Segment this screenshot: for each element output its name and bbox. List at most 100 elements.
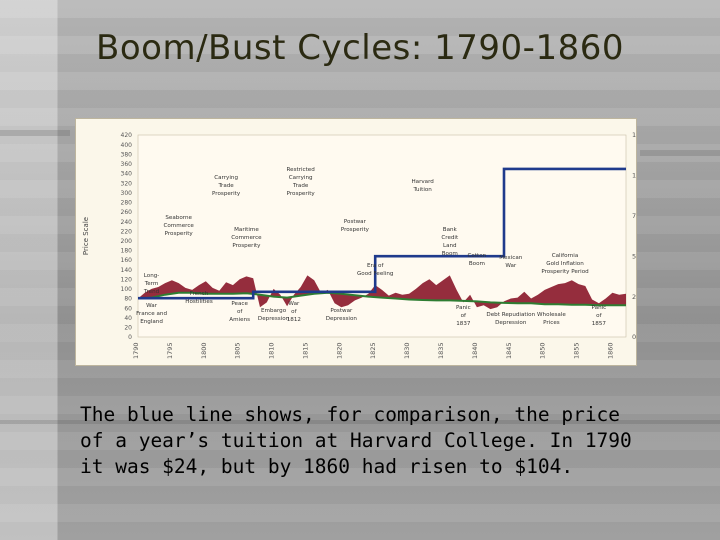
annotation-upper: Harvard	[411, 179, 434, 185]
annotation-lower: Amiens	[229, 317, 250, 323]
annotation-upper: Maritime	[234, 227, 259, 233]
annotation-lower: of	[461, 313, 467, 319]
y-tick-left: 80	[124, 296, 132, 303]
annotation-upper: Prosperity Period	[541, 269, 589, 275]
annotation-upper: Tuition	[412, 187, 432, 193]
annotation-upper: Credit	[441, 235, 459, 241]
harvard-tuition-line	[138, 167, 626, 300]
annotation-lower: Prices	[543, 320, 560, 326]
annotation-upper: Carrying	[289, 175, 313, 181]
x-tick: 1840	[471, 342, 479, 359]
annotation-lower: Hostilities	[185, 299, 213, 305]
annotation-upper: Carrying	[214, 175, 238, 181]
annotation-lower: War	[146, 303, 158, 309]
y-tick-left: 120	[121, 276, 133, 283]
annotation-upper: Prosperity	[232, 243, 261, 249]
chart-panel: Price Scale 0 20 40 60 80 100 120 140 160 180 200 22…	[75, 118, 637, 366]
annotation-upper: Prosperity	[212, 191, 241, 197]
y-tick-left: 320	[121, 180, 133, 187]
y-tick-right: 75	[632, 212, 636, 220]
annotation-upper: Commerce	[163, 223, 194, 229]
annotation-lower: Embargo	[261, 308, 287, 314]
y-tick-left: 420	[121, 132, 133, 139]
y-tick-left: 360	[121, 161, 133, 168]
annotation-upper: Prosperity	[287, 191, 316, 197]
annotation-upper: Term	[144, 281, 159, 287]
y-tick-left: 400	[121, 142, 133, 149]
annotation-upper: Cotton	[468, 253, 487, 259]
x-tick: 1795	[166, 342, 174, 359]
annotation-lower: Depression	[258, 316, 290, 322]
x-tick: 1855	[573, 342, 581, 359]
y-tick-left: 180	[121, 248, 133, 255]
y-tick-left: 260	[121, 209, 133, 216]
y-tick-left: 380	[121, 151, 133, 158]
plot-area	[137, 134, 627, 338]
annotation-lower: France and	[136, 311, 167, 317]
x-tick: 1800	[200, 342, 208, 359]
y-tick-right: 25	[632, 293, 636, 301]
y-tick-right: 50	[632, 252, 636, 260]
caption-line-3: it was $24, but by 1860 had risen to $10…	[80, 455, 574, 478]
annotation-upper: Gold Inflation	[546, 261, 584, 267]
y-tick-left: 20	[124, 325, 132, 332]
x-tick: 1830	[403, 342, 411, 359]
x-tick: 1850	[539, 342, 547, 359]
annotation-lower: Depression	[495, 320, 527, 326]
y-tick-right: 125	[632, 131, 636, 139]
annotation-upper: Boom	[469, 261, 485, 267]
y-tick-left: 140	[121, 267, 133, 274]
annotation-upper: Era of	[367, 263, 384, 269]
annotation-upper: Long-	[144, 273, 160, 279]
y-tick-left: 240	[121, 219, 133, 226]
annotation-lower: Peace	[231, 301, 248, 307]
annotation-lower: Wholesale	[537, 312, 566, 318]
x-tick: 1820	[335, 342, 343, 359]
x-tick: 1815	[301, 342, 309, 359]
y-axis-label: Price Scale	[82, 217, 90, 255]
prosperity-depression-area	[138, 275, 626, 310]
y-tick-left: 340	[121, 171, 133, 178]
y-tick-left: 100	[121, 286, 133, 293]
y-tick-right: 0	[632, 333, 636, 341]
annotation-lower: Panic	[592, 305, 607, 311]
annotation-lower: of	[237, 309, 243, 315]
background-beam	[0, 420, 720, 424]
annotation-upper: Land	[443, 243, 457, 249]
annotation-lower: Debt Repudiation	[486, 312, 535, 318]
annotation-upper: Trade	[217, 183, 234, 189]
y-tick-left: 160	[121, 257, 133, 264]
annotation-lower: Panic	[456, 305, 471, 311]
y-tick-right: 100	[632, 172, 636, 180]
annotation-upper: Mexican	[499, 255, 523, 261]
annotation-upper: Trend	[143, 289, 160, 295]
y-tick-left: 280	[121, 200, 133, 207]
annotation-upper: Bank	[443, 227, 458, 233]
x-tick: 1810	[268, 342, 276, 359]
y-tick-left: 40	[124, 315, 132, 322]
caption-line-2: of a year’s tuition at Harvard College. …	[80, 429, 632, 452]
x-tick: 1835	[437, 342, 445, 359]
annotation-upper: Commerce	[231, 235, 262, 241]
x-tick: 1825	[369, 342, 377, 359]
annotation-lower: 1857	[592, 321, 607, 327]
annotation-upper: Trade	[292, 183, 309, 189]
y-tick-left: 200	[121, 238, 133, 245]
x-tick: 1860	[606, 342, 614, 359]
annotation-lower: 1812	[287, 317, 301, 323]
annotation-lower: of	[596, 313, 602, 319]
annotation-lower: Postwar	[330, 308, 353, 314]
annotation-lower: England	[140, 319, 163, 325]
y-tick-left: 0	[128, 334, 132, 341]
background-beam	[640, 150, 720, 156]
x-tick: 1805	[234, 342, 242, 359]
annotation-upper: Restricted	[287, 167, 316, 173]
annotation-upper: Good Feeling	[357, 271, 394, 277]
y-tick-left: 60	[124, 305, 132, 312]
slide-title: Boom/Bust Cycles: 1790-1860	[96, 28, 624, 68]
background-beam	[0, 130, 70, 136]
annotation-lower: Depression	[326, 316, 358, 322]
y-tick-left: 220	[121, 228, 133, 235]
x-tick: 1845	[505, 342, 513, 359]
annotation-upper: War	[505, 263, 517, 269]
